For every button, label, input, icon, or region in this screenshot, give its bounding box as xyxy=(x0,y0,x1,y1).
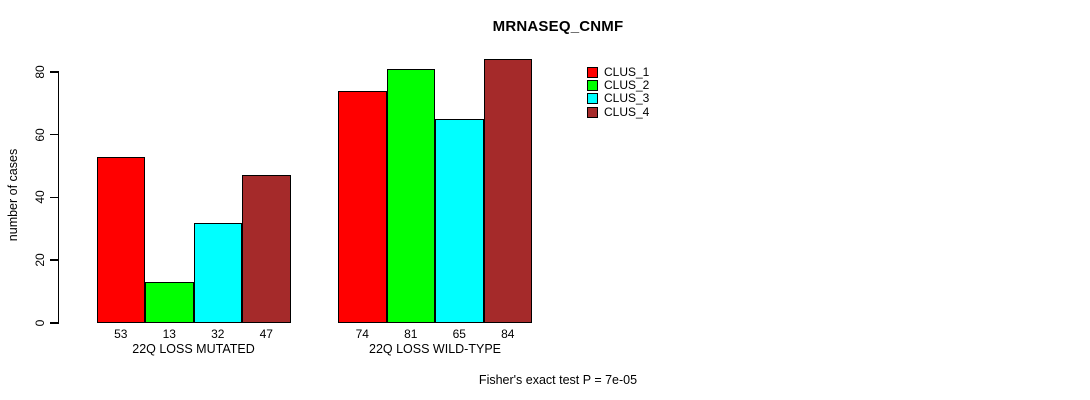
y-tick xyxy=(50,71,58,73)
legend-label-clus-2: CLUS_2 xyxy=(604,78,650,93)
bar-clus_3-group1 xyxy=(435,118,484,323)
y-tick xyxy=(50,196,58,199)
bar-clus_1-group0 xyxy=(96,156,145,323)
bar-clus_3-group0 xyxy=(193,222,242,323)
legend: CLUS_1 CLUS_2 CLUS_3 CLUS_4 xyxy=(587,65,650,119)
y-tick-label: 0 xyxy=(33,319,47,327)
x-group-label-mutated: 22Q LOSS MUTATED xyxy=(132,342,255,356)
chart-title: MRNASEQ_CNMF xyxy=(492,18,624,35)
legend-item-clus-4: CLUS_4 xyxy=(587,104,650,119)
legend-swatch-clus-1-icon xyxy=(587,67,598,79)
y-tick-label: 20 xyxy=(33,253,47,267)
bar-clus_2-group0 xyxy=(145,282,194,323)
legend-item-clus-3: CLUS_3 xyxy=(587,92,649,105)
y-tick-label: 60 xyxy=(33,127,47,142)
legend-swatch-clus-4-icon xyxy=(587,106,598,118)
x-group-label-wildtype: 22Q LOSS WILD-TYPE xyxy=(369,342,501,356)
bar-value-label: 32 xyxy=(211,327,225,341)
legend-swatch-clus-2-icon xyxy=(587,80,598,92)
y-tick-label: 40 xyxy=(33,190,47,205)
legend-label-clus-4: CLUS_4 xyxy=(604,104,650,119)
bar-value-label: 53 xyxy=(114,327,128,341)
y-tick xyxy=(50,259,58,261)
y-axis-line xyxy=(57,71,59,324)
bar-value-label: 81 xyxy=(404,327,418,341)
y-tick-label: 80 xyxy=(33,65,47,79)
pvalue-annotation: Fisher's exact test P = 7e-05 xyxy=(478,373,638,387)
bar-clus_4-group0 xyxy=(242,175,291,323)
bar-value-label: 84 xyxy=(501,327,515,341)
legend-label-clus-1: CLUS_1 xyxy=(604,65,650,79)
bar-value-label: 74 xyxy=(355,327,369,341)
bar-clus_1-group1 xyxy=(338,90,387,323)
y-axis-title: number of cases xyxy=(6,148,20,242)
y-tick xyxy=(50,322,58,324)
bar-clus_2-group1 xyxy=(386,68,435,323)
bar-value-label: 65 xyxy=(452,327,466,341)
legend-label-clus-3: CLUS_3 xyxy=(604,91,650,106)
bar-value-label: 13 xyxy=(162,327,176,341)
y-tick xyxy=(50,133,58,136)
bar-clus_4-group1 xyxy=(483,59,532,323)
bar-value-label: 47 xyxy=(259,327,273,341)
legend-item-clus-2: CLUS_2 xyxy=(587,78,650,93)
legend-item-clus-1: CLUS_1 xyxy=(587,65,650,79)
legend-swatch-clus-3-icon xyxy=(587,93,598,105)
